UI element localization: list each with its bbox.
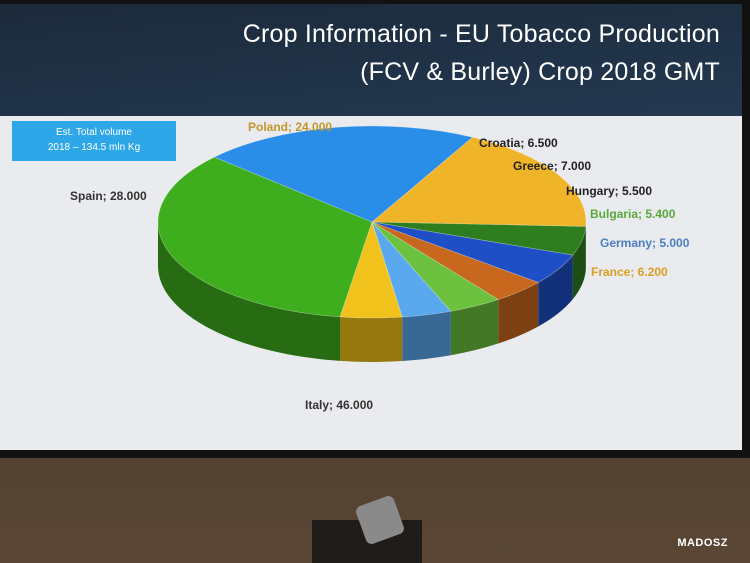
- slide-title-line-1: Crop Information - EU Tobacco Production: [242, 20, 720, 48]
- watermark: MADOSZ: [677, 537, 728, 549]
- pie-side-france: [340, 316, 403, 362]
- pie-side-italy: [158, 222, 341, 361]
- pie-side-germany: [402, 311, 451, 362]
- total-volume-value: 2018 – 134.5 mln Kg: [47, 142, 141, 153]
- data-label-germany: Germany; 5.000: [600, 236, 690, 250]
- pie-side-bulgaria: [450, 299, 499, 356]
- pie-slice-croatia: [371, 221, 587, 256]
- pie-slice-poland: [371, 136, 587, 227]
- data-label-bulgaria: Bulgaria; 5.400: [590, 207, 676, 221]
- data-label-hungary: Hungary; 5.500: [566, 184, 652, 198]
- pie-slice-italy: [157, 156, 373, 318]
- pie-chart: Poland; 24.000 Croatia; 6.500 Greece; 7.00…: [70, 120, 690, 412]
- title-band: Crop Information - EU Tobacco Production…: [0, 4, 742, 116]
- total-volume-box: Est. Total volume 2018 – 134.5 mln Kg: [12, 121, 176, 161]
- data-label-france: France; 6.200: [591, 265, 668, 279]
- data-label-croatia: Croatia; 6.500: [479, 136, 558, 150]
- data-label-spain: Spain; 28.000: [70, 189, 147, 203]
- pie-slice-bulgaria: [371, 221, 499, 312]
- pie-slice-greece: [371, 221, 574, 283]
- data-label-italy: Italy; 46.000: [305, 398, 373, 412]
- pie-slice-spain: [213, 125, 474, 223]
- pie-slice-hungary: [371, 221, 539, 300]
- pie-side-greece: [538, 255, 573, 327]
- pie-depth-layer: [158, 222, 586, 362]
- pie-slice-germany: [371, 221, 452, 318]
- data-label-poland: Poland; 24.000: [248, 120, 332, 134]
- pie-top-layer: [157, 125, 587, 319]
- pie-slice-france: [339, 221, 403, 319]
- pie-side-croatia: [572, 226, 586, 300]
- slide-title-line-2: (FCV & Burley) Crop 2018 GMT: [360, 58, 720, 86]
- slide-screen: Crop Information - EU Tobacco Production…: [0, 4, 742, 450]
- pie-side-hungary: [498, 282, 539, 344]
- data-label-greece: Greece; 7.000: [513, 159, 591, 173]
- total-volume-label: Est. Total volume: [56, 127, 132, 138]
- pie-labels-layer: Poland; 24.000 Croatia; 6.500 Greece; 7.00…: [70, 120, 690, 412]
